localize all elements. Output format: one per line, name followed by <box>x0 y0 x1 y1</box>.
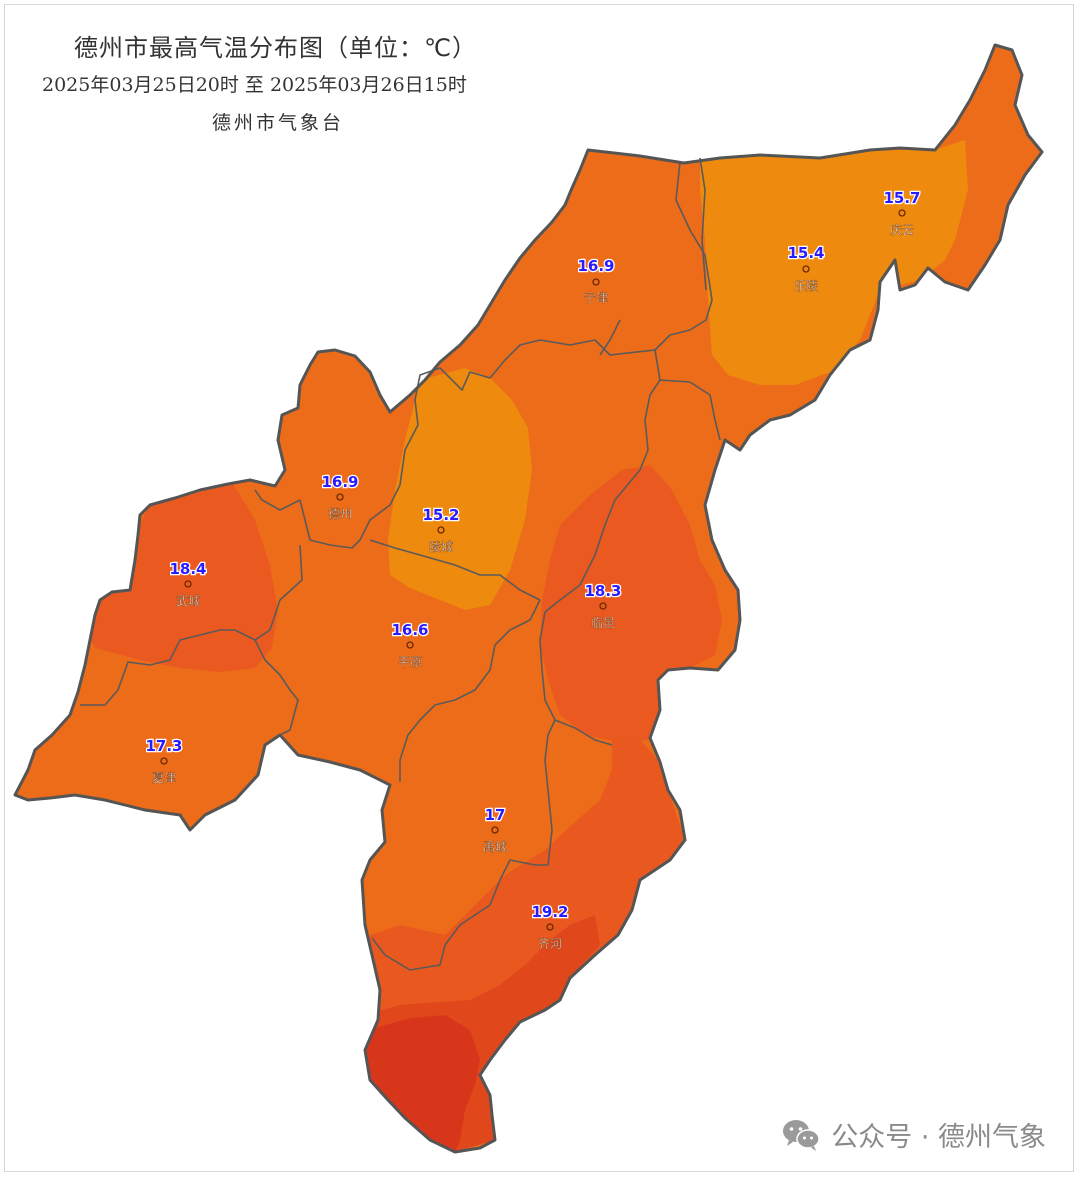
station-marker <box>406 641 414 649</box>
station-ningjin: 16.9 宁津 <box>576 256 616 305</box>
station-name: 武城 <box>176 594 200 608</box>
station-value: 17.3 <box>145 737 182 755</box>
station-value: 15.4 <box>787 244 824 262</box>
station-marker <box>802 265 810 273</box>
band-18-19-wucheng <box>85 482 278 672</box>
wechat-icon <box>783 1119 820 1151</box>
station-marker <box>184 580 192 588</box>
station-xiajin: 17.3 夏津 <box>144 736 184 785</box>
station-value: 18.4 <box>169 560 206 578</box>
boundary-ningjin-leling <box>699 157 707 291</box>
wechat-watermark: 公众号 · 德州气象 <box>781 1115 1046 1154</box>
station-value: 15.7 <box>883 189 920 207</box>
station-value: 16.6 <box>391 621 428 639</box>
station-wucheng: 18.4 武城 <box>168 559 208 608</box>
image-frame <box>4 4 1074 1172</box>
station-marker <box>491 826 499 834</box>
boundary-pingyuan-xiajin <box>254 639 299 736</box>
boundary-leling-linyi <box>659 379 721 441</box>
boundary-linyi-qihe <box>554 719 613 746</box>
station-yucheng: 17 禹城 <box>483 805 507 854</box>
station-value: 17 <box>485 806 506 824</box>
station-name: 临邑 <box>591 616 615 630</box>
station-name: 齐河 <box>538 936 562 951</box>
station-value: 19.2 <box>531 903 568 921</box>
band-15-16-leling <box>700 140 972 385</box>
station-value: 16.9 <box>321 473 358 491</box>
station-marker <box>546 923 554 931</box>
boundary-wucheng-xiajin <box>80 544 303 706</box>
boundary-pingyuan-yucheng <box>399 599 541 782</box>
station-name: 乐陵 <box>794 279 818 293</box>
band-16-17-ne-tip <box>945 45 1042 290</box>
band-20-plus <box>365 1015 480 1152</box>
band-18-19-linyi <box>540 465 722 742</box>
boundary-dezhou-wucheng <box>254 489 301 511</box>
station-linyi: 18.3 临邑 <box>583 581 623 630</box>
boundary-ningjin-south <box>599 319 621 356</box>
station-qihe: 19.2 齐河 <box>530 902 570 951</box>
station-lingcheng: 15.2 陵城 <box>421 505 461 554</box>
station-name: 庆云 <box>890 223 914 237</box>
station-qingyun: 15.7 庆云 <box>882 188 922 237</box>
station-name: 禹城 <box>483 840 507 854</box>
station-value: 15.2 <box>422 506 459 524</box>
station-marker <box>599 602 607 610</box>
boundary-east-central <box>371 161 713 971</box>
station-pingyuan: 16.6 平原 <box>390 620 430 669</box>
station-name: 陵城 <box>429 540 453 554</box>
station-name: 德州 <box>328 506 352 521</box>
map-agency: 德州市气象台 <box>212 112 345 134</box>
boundary-lingcheng-pingyuan <box>369 539 541 601</box>
station-dezhou: 16.9 德州 <box>320 472 360 521</box>
station-marker <box>437 526 445 534</box>
station-name: 夏津 <box>152 771 176 785</box>
station-value: 18.3 <box>584 582 621 600</box>
station-marker <box>336 493 344 501</box>
station-marker <box>898 209 906 217</box>
station-name: 平原 <box>398 655 422 669</box>
station-name: 宁津 <box>584 290 608 305</box>
station-marker <box>592 278 600 286</box>
station-value: 16.9 <box>577 257 614 275</box>
station-marker <box>160 757 168 765</box>
watermark-text: 公众号 · 德州气象 <box>831 1122 1046 1153</box>
map-title: 德州市最高气温分布图（单位：℃） <box>74 34 477 62</box>
station-leling: 15.4 乐陵 <box>786 243 826 293</box>
band-15-16-lingcheng <box>388 368 532 610</box>
map-time-range: 2025年03月25日20时 至 2025年03月26日15时 <box>42 74 467 96</box>
